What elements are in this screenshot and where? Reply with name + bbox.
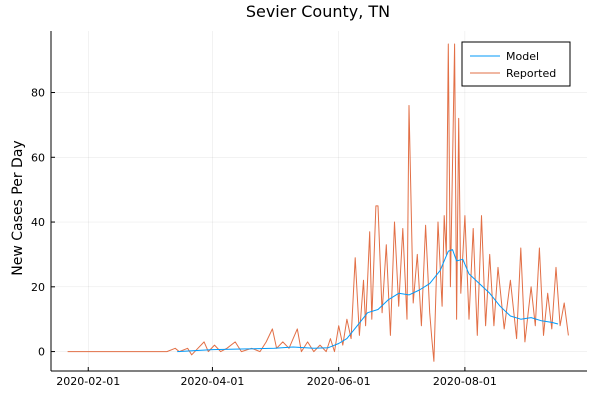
plot-area: 2020-02-01 2020-04-01 2020-06-01 2020-08-01…	[31, 31, 587, 388]
x-tick-label: 2020-04-01	[180, 375, 244, 388]
legend-box	[461, 41, 571, 87]
x-tick-label: 2020-08-01	[433, 375, 497, 388]
chart-title: Sevier County, TN	[246, 2, 390, 21]
legend-label-reported: Reported	[506, 67, 556, 80]
y-tick-label: 60	[31, 151, 45, 164]
y-tick-label: 0	[38, 346, 45, 359]
x-tick-label: 2020-02-01	[56, 375, 120, 388]
y-tick-label: 20	[31, 281, 45, 294]
series-line-model	[177, 249, 559, 353]
y-tick-label: 80	[31, 87, 45, 100]
legend-label-model: Model	[506, 50, 539, 63]
y-tick-label: 40	[31, 216, 45, 229]
legend: Model Reported	[461, 41, 571, 87]
x-tick-label: 2020-06-01	[307, 375, 371, 388]
y-axis-label: New Cases Per Day	[10, 140, 26, 275]
series-line-reported	[67, 43, 569, 362]
